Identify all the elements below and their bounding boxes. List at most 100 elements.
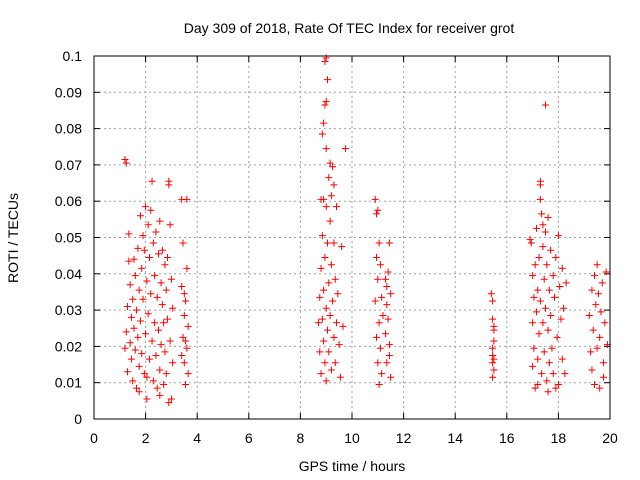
data-point bbox=[490, 337, 498, 345]
data-point bbox=[165, 399, 173, 407]
data-point bbox=[540, 348, 548, 356]
data-point bbox=[322, 203, 330, 211]
data-point bbox=[558, 355, 566, 363]
data-point bbox=[322, 377, 330, 385]
data-point bbox=[149, 377, 157, 385]
data-point bbox=[330, 333, 338, 341]
data-point bbox=[382, 275, 390, 283]
data-point bbox=[138, 350, 146, 358]
x-tick-label: 12 bbox=[396, 430, 412, 446]
data-point bbox=[489, 373, 497, 381]
data-point bbox=[374, 359, 382, 367]
data-point bbox=[601, 319, 609, 327]
data-point bbox=[375, 319, 383, 327]
data-point bbox=[167, 275, 175, 283]
data-point bbox=[139, 295, 147, 303]
data-point bbox=[135, 286, 143, 294]
data-point bbox=[373, 253, 381, 261]
data-point bbox=[317, 370, 325, 378]
data-point bbox=[531, 261, 539, 269]
data-point bbox=[552, 253, 560, 261]
data-point bbox=[490, 355, 498, 363]
data-point bbox=[151, 319, 159, 327]
data-point bbox=[180, 312, 188, 320]
data-point bbox=[385, 341, 393, 349]
y-tick-label: 0.07 bbox=[55, 157, 82, 173]
data-point bbox=[600, 359, 608, 367]
data-point bbox=[167, 395, 175, 403]
data-point bbox=[376, 261, 384, 269]
data-point bbox=[121, 155, 129, 163]
data-point bbox=[166, 337, 174, 345]
data-point bbox=[487, 290, 495, 298]
data-point bbox=[316, 293, 324, 301]
data-point bbox=[134, 333, 142, 341]
data-point bbox=[530, 344, 538, 352]
data-point bbox=[169, 359, 177, 367]
data-point bbox=[322, 54, 330, 62]
data-point bbox=[161, 348, 169, 356]
data-point bbox=[148, 337, 156, 345]
x-tick-label: 4 bbox=[193, 430, 201, 446]
y-axis-label: ROTI / TECUs bbox=[5, 193, 21, 283]
data-point bbox=[554, 381, 562, 389]
data-point bbox=[561, 370, 569, 378]
y-tick-label: 0.06 bbox=[55, 193, 82, 209]
data-point bbox=[182, 297, 190, 305]
data-point bbox=[596, 384, 604, 392]
data-point bbox=[529, 319, 537, 327]
data-point bbox=[122, 159, 130, 167]
data-point bbox=[322, 145, 330, 153]
data-point bbox=[539, 319, 547, 327]
data-point bbox=[166, 221, 174, 229]
x-tick-label: 10 bbox=[344, 430, 360, 446]
data-point bbox=[536, 195, 544, 203]
data-point bbox=[323, 76, 331, 84]
data-point bbox=[135, 362, 143, 370]
data-point bbox=[534, 381, 542, 389]
data-point bbox=[542, 304, 549, 312]
data-point bbox=[596, 333, 604, 341]
data-point bbox=[562, 279, 570, 287]
data-point bbox=[321, 253, 329, 261]
data-point bbox=[326, 217, 334, 225]
data-point bbox=[156, 217, 164, 225]
data-point bbox=[373, 333, 381, 341]
data-point bbox=[385, 239, 393, 247]
data-point bbox=[138, 264, 146, 272]
data-point bbox=[153, 293, 161, 301]
x-tick-label: 16 bbox=[499, 430, 515, 446]
data-point bbox=[184, 322, 192, 330]
y-tick-label: 0.03 bbox=[55, 302, 82, 318]
data-point bbox=[531, 384, 539, 392]
data-point bbox=[127, 313, 135, 321]
data-point bbox=[179, 333, 187, 341]
data-point bbox=[534, 355, 542, 363]
data-point bbox=[316, 348, 324, 356]
data-point bbox=[129, 377, 137, 385]
data-point bbox=[371, 297, 379, 305]
data-point bbox=[125, 230, 133, 238]
data-point bbox=[142, 203, 150, 211]
data-point bbox=[558, 264, 566, 272]
data-point bbox=[184, 370, 192, 378]
data-point bbox=[545, 286, 553, 294]
data-point bbox=[325, 348, 333, 356]
data-point bbox=[162, 370, 170, 378]
data-point bbox=[552, 384, 560, 392]
data-point bbox=[382, 330, 390, 338]
data-point bbox=[526, 235, 534, 243]
data-point bbox=[317, 264, 325, 272]
data-point bbox=[323, 326, 331, 334]
data-point bbox=[378, 370, 386, 378]
data-point bbox=[539, 221, 547, 229]
data-point bbox=[383, 359, 391, 367]
data-point bbox=[542, 101, 549, 109]
data-point bbox=[158, 246, 166, 254]
data-point bbox=[178, 283, 186, 291]
data-point bbox=[321, 359, 329, 367]
x-tick-label: 20 bbox=[602, 430, 618, 446]
data-point bbox=[329, 297, 337, 305]
data-point bbox=[314, 319, 322, 327]
